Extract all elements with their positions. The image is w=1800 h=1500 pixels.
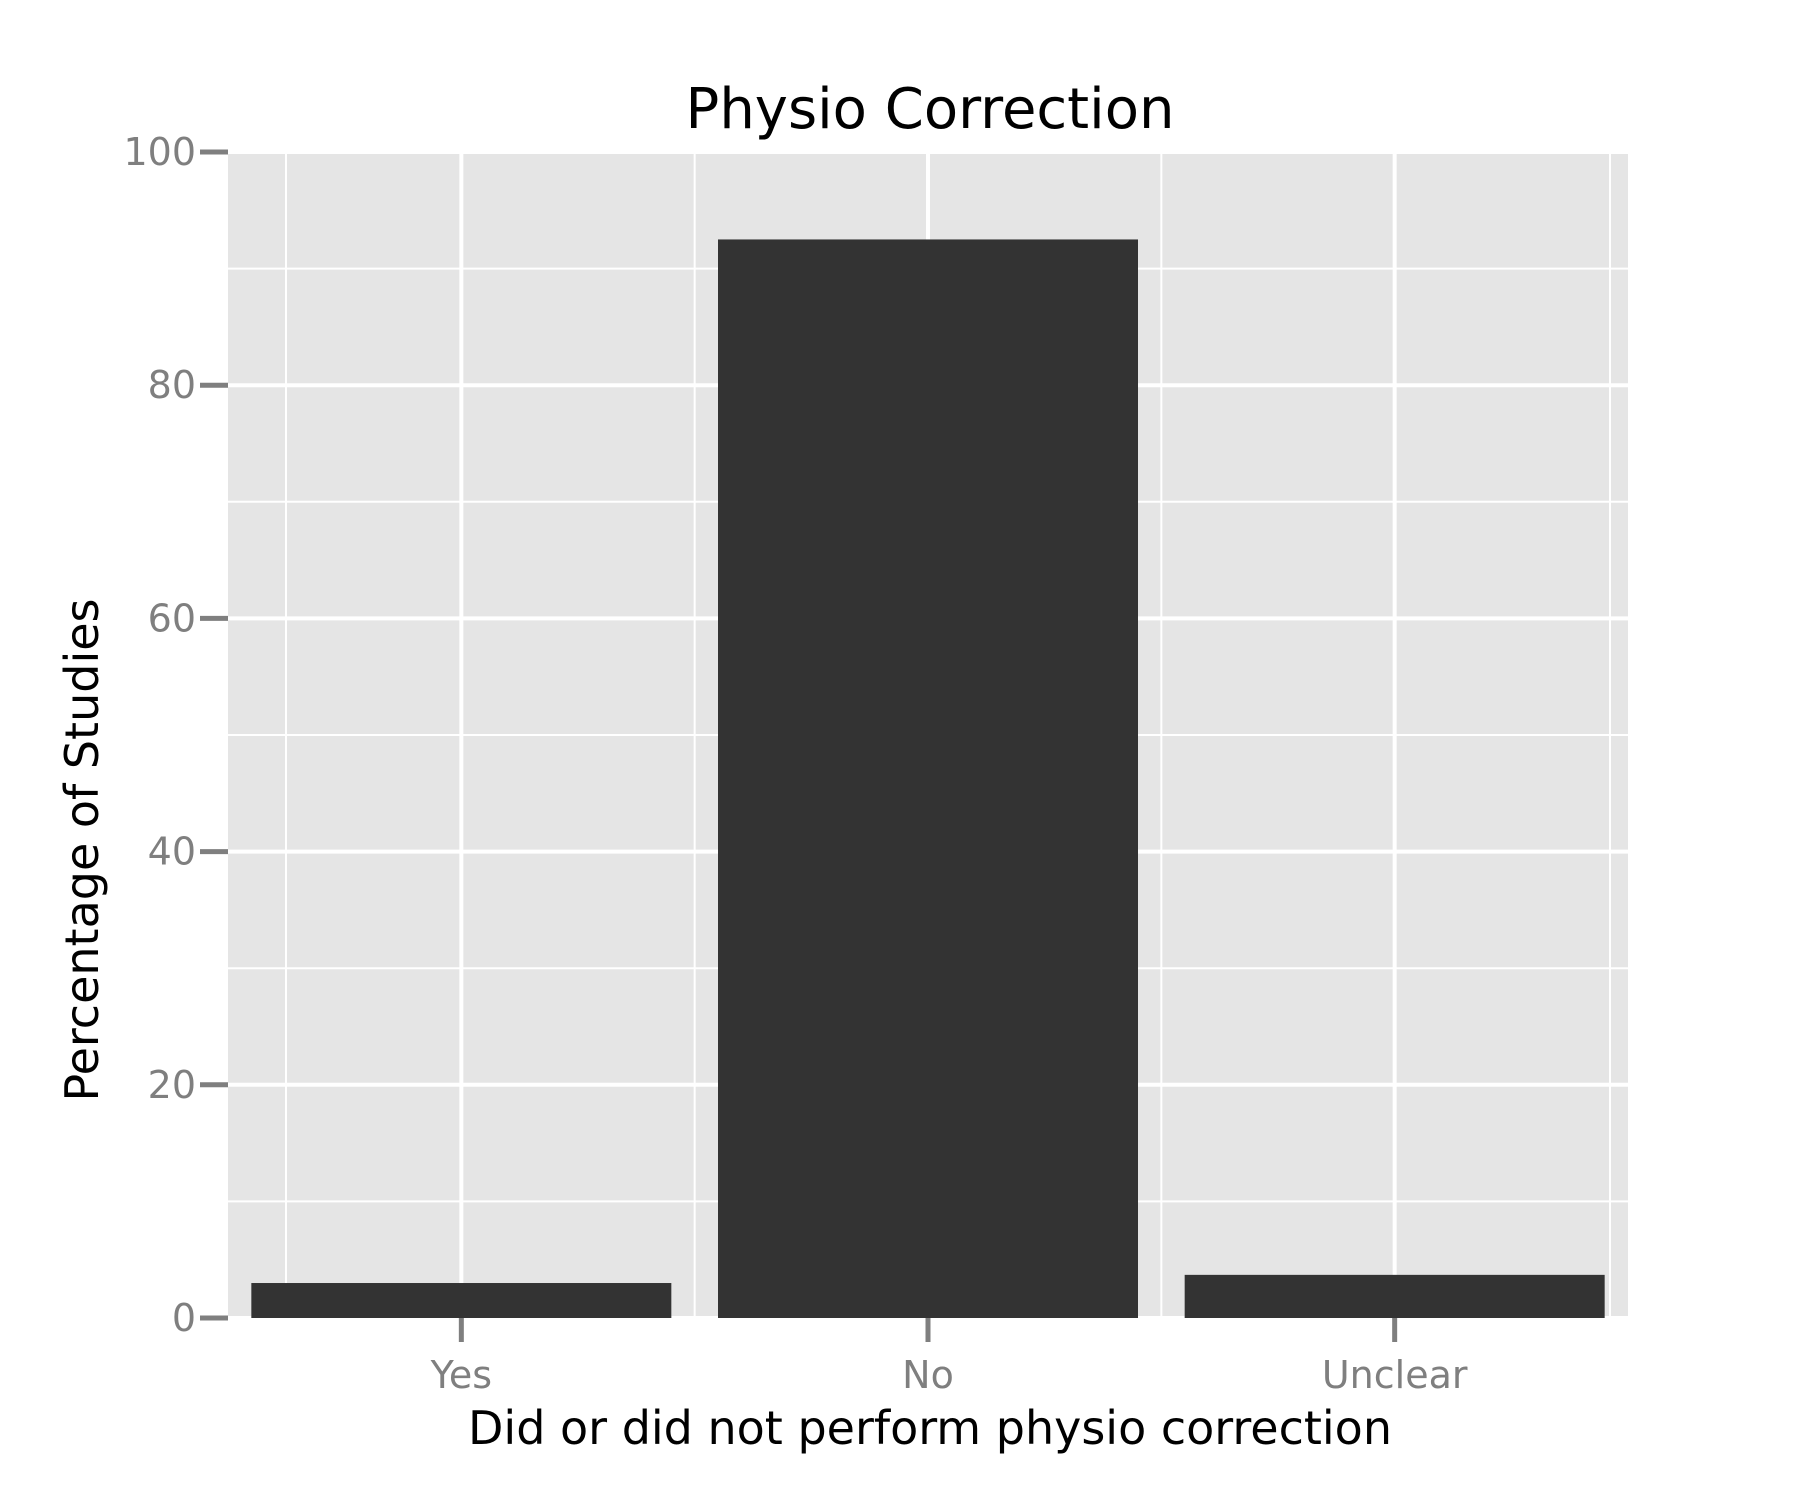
bar-yes [251, 1283, 672, 1318]
y-tick-label: 20 [148, 1063, 196, 1107]
x-tick-label: No [902, 1353, 954, 1397]
y-tick-label: 0 [172, 1296, 196, 1340]
y-tick-label: 40 [148, 830, 196, 874]
x-tick-label: Yes [430, 1353, 492, 1397]
x-axis: Yes No Unclear [430, 1318, 1468, 1397]
chart-title: Physio Correction [686, 77, 1175, 142]
y-axis: 0 20 40 60 80 100 [123, 130, 228, 1340]
bar-unclear [1184, 1274, 1605, 1318]
x-tick-label: Unclear [1322, 1353, 1468, 1397]
y-tick-label: 80 [148, 363, 196, 407]
bar-no [718, 239, 1138, 1319]
y-tick-label: 100 [123, 130, 196, 174]
x-axis-label: Did or did not perform physio correction [468, 1401, 1392, 1455]
y-axis-label: Percentage of Studies [55, 599, 109, 1102]
bars [251, 239, 1605, 1319]
y-tick-label: 60 [148, 596, 196, 640]
